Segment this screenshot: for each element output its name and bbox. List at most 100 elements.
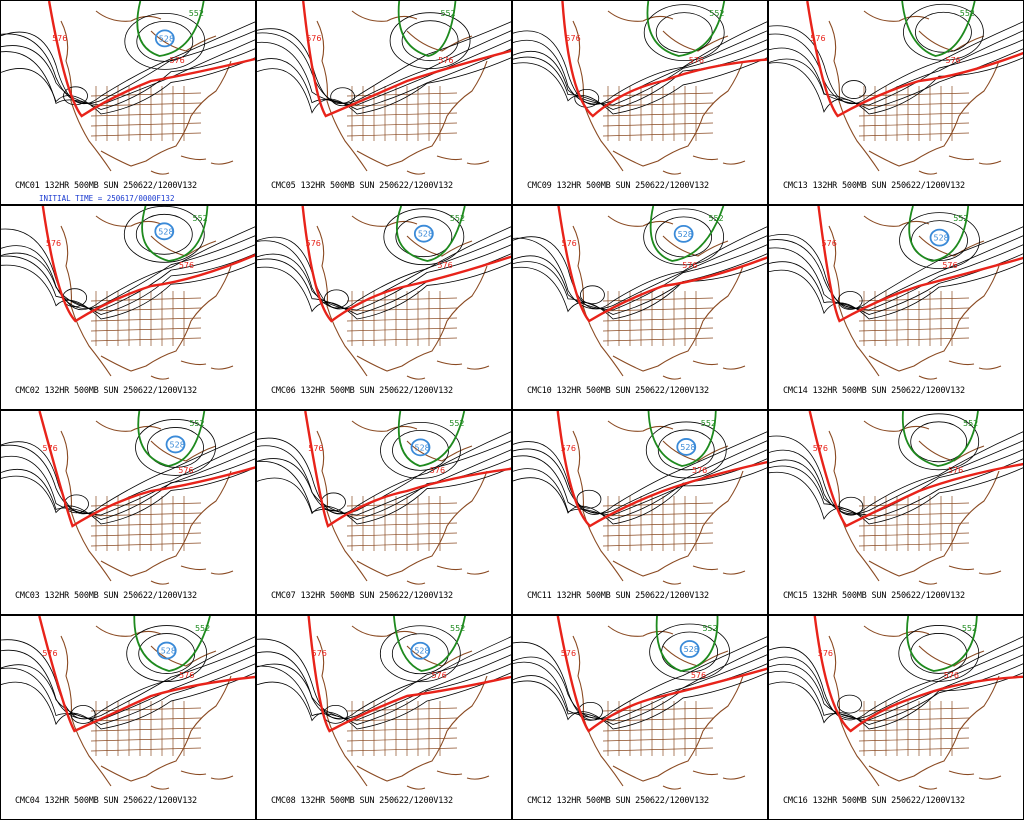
- ensemble-panel: 576 576 552 528 CMC08 132HR 500MB SUN 250622…: [256, 615, 512, 820]
- height-contours: [257, 421, 511, 525]
- contour-576: [302, 1, 511, 118]
- contour-552: [396, 206, 466, 262]
- contour-552: [906, 616, 978, 672]
- contour-528: [413, 224, 434, 243]
- height-contours: [1, 13, 255, 115]
- map-canvas: 576 576 552: [769, 616, 1023, 790]
- panel-label: CMC15 132HR 500MB SUN 250622/1200V132: [783, 591, 965, 601]
- contour-label-576: 576: [945, 56, 960, 65]
- contour-552: [133, 616, 211, 672]
- initial-time-label: INITIAL TIME = 250617/0000F132: [39, 194, 175, 203]
- height-contours: [1, 206, 255, 320]
- ensemble-panel: 576 576 552 528 CMC01 132HR 500MB SUN 250622…: [0, 0, 256, 205]
- contour-label-576: 576: [942, 261, 957, 270]
- contour-576: [817, 206, 1023, 323]
- ensemble-panel: 576 576 552 528 CMC02 132HR 500MB SUN 250622…: [0, 205, 256, 410]
- ensemble-panel: 576 576 552 528 CMC12 132HR 500MB SUN 250622…: [512, 615, 768, 820]
- contour-label-576: 576: [431, 671, 446, 680]
- map-canvas: 576 576 552 528: [1, 411, 255, 585]
- panel-label: CMC05 132HR 500MB SUN 250622/1200V132: [271, 181, 453, 191]
- ensemble-panel: 576 576 552 CMC05 132HR 500MB SUN 250622/12…: [256, 0, 512, 205]
- height-contours: [769, 413, 1023, 525]
- coastline-layer: [828, 625, 1002, 790]
- panel-label: CMC14 132HR 500MB SUN 250622/1200V132: [783, 386, 965, 396]
- contour-label-576: 576: [682, 261, 697, 270]
- contour-label-576: 576: [813, 444, 828, 453]
- contour-576: [38, 616, 255, 733]
- contour-label-576: 576: [818, 649, 833, 658]
- height-contours: [513, 623, 767, 730]
- contour-label-552: 552: [189, 419, 204, 428]
- coastline-layer: [316, 420, 490, 585]
- contour-576: [813, 616, 1023, 733]
- contour-576: [47, 1, 255, 118]
- contour-label-576: 576: [179, 671, 194, 680]
- contour-576: [556, 616, 767, 733]
- ensemble-panel: 576 576 552 528 CMC07 132HR 500MB SUN 250622…: [256, 410, 512, 615]
- panel-label: CMC03 132HR 500MB SUN 250622/1200V132: [15, 591, 197, 601]
- contour-label-528: 528: [415, 443, 430, 452]
- contour-label-528: 528: [414, 647, 429, 656]
- contour-label-576: 576: [179, 261, 194, 270]
- panel-label: CMC04 132HR 500MB SUN 250622/1200V132: [15, 796, 197, 806]
- coastline-layer: [828, 420, 1002, 585]
- contour-552: [397, 1, 457, 57]
- map-canvas: 576 576 552: [769, 411, 1023, 585]
- contour-label-552: 552: [440, 9, 455, 18]
- panel-label: CMC10 132HR 500MB SUN 250622/1200V132: [527, 386, 709, 396]
- contour-label-576: 576: [562, 239, 577, 248]
- contour-528: [156, 641, 177, 660]
- contour-label-576: 576: [561, 649, 576, 658]
- contour-label-528: 528: [170, 440, 185, 449]
- contour-576: [556, 411, 767, 528]
- contour-label-552: 552: [189, 9, 204, 18]
- contour-label-576: 576: [46, 239, 61, 248]
- coastline-layer: [828, 10, 1002, 175]
- contour-label-576: 576: [178, 466, 193, 475]
- coastline-layer: [60, 420, 234, 585]
- map-canvas: 576 576 552 528: [257, 411, 511, 585]
- coastline-layer: [572, 215, 746, 380]
- contour-label-576: 576: [810, 34, 825, 43]
- contour-552: [397, 411, 466, 467]
- contour-label-576: 576: [438, 56, 453, 65]
- contour-label-552: 552: [963, 419, 978, 428]
- contour-label-576: 576: [565, 34, 580, 43]
- map-canvas: 576 576 552: [513, 1, 767, 175]
- contour-label-552: 552: [953, 214, 968, 223]
- contour-552: [901, 1, 976, 57]
- ensemble-panel: 576 576 552 528 CMC14 132HR 500MB SUN 250622…: [768, 205, 1024, 410]
- coastline-layer: [572, 10, 746, 175]
- coastline-layer: [572, 420, 746, 585]
- contour-label-576: 576: [169, 56, 184, 65]
- contour-576: [557, 206, 767, 323]
- contour-label-576: 576: [437, 261, 452, 270]
- contour-label-552: 552: [960, 9, 975, 18]
- map-canvas: 576 576 552 528: [513, 616, 767, 790]
- contour-528: [929, 228, 950, 247]
- contour-label-528: 528: [678, 230, 693, 239]
- panel-label: CMC08 132HR 500MB SUN 250622/1200V132: [271, 796, 453, 806]
- map-canvas: 576 576 552: [769, 1, 1023, 175]
- panel-label: CMC06 132HR 500MB SUN 250622/1200V132: [271, 386, 453, 396]
- ensemble-panel: 576 576 552 CMC09 132HR 500MB SUN 250622/12…: [512, 0, 768, 205]
- panel-label: CMC07 132HR 500MB SUN 250622/1200V132: [271, 591, 453, 601]
- contour-label-528: 528: [934, 234, 949, 243]
- contour-576: [304, 411, 511, 528]
- contour-label-528: 528: [158, 227, 173, 236]
- panel-label: CMC01 132HR 500MB SUN 250622/1200V132: [15, 181, 197, 191]
- contour-576: [808, 411, 1023, 528]
- ensemble-panel: 576 576 552 528 CMC06 132HR 500MB SUN 250622…: [256, 205, 512, 410]
- height-contours: [769, 625, 1023, 730]
- contour-label-576: 576: [948, 466, 963, 475]
- map-canvas: 576 576 552 528: [1, 1, 255, 175]
- contour-label-552: 552: [701, 419, 716, 428]
- panel-label: CMC09 132HR 500MB SUN 250622/1200V132: [527, 181, 709, 191]
- contour-label-576: 576: [43, 444, 58, 453]
- contour-576: [561, 1, 767, 118]
- contour-label-576: 576: [52, 34, 67, 43]
- panel-label: CMC11 132HR 500MB SUN 250622/1200V132: [527, 591, 709, 601]
- map-canvas: 576 576 552 528: [513, 411, 767, 585]
- ensemble-panel: 576 576 552 528 CMC10 132HR 500MB SUN 250622…: [512, 205, 768, 410]
